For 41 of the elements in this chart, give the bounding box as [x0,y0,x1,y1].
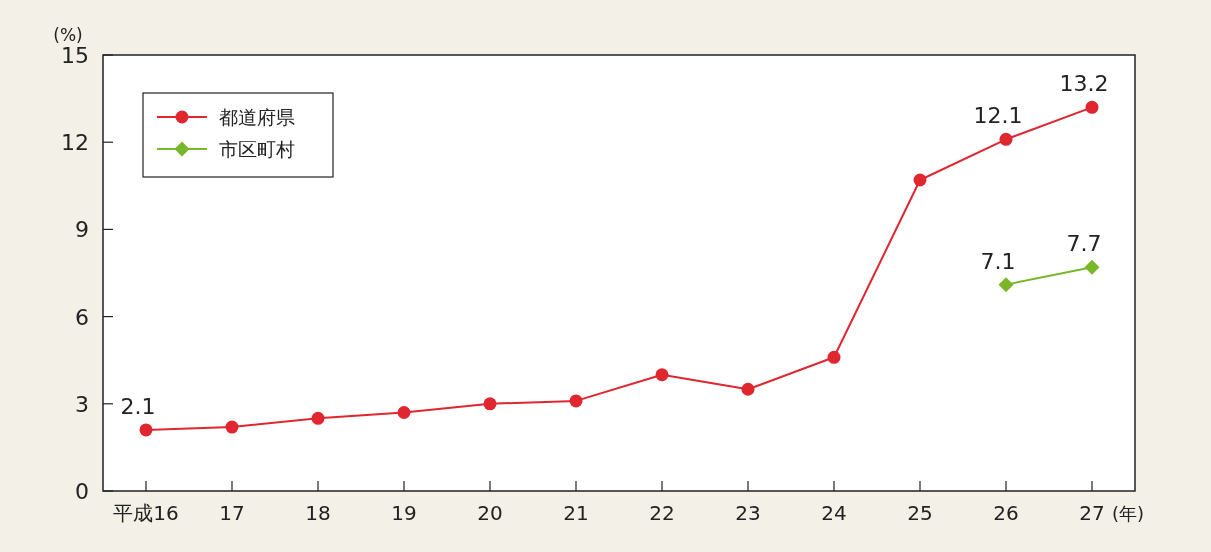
point [311,411,325,425]
x-tick-label: 20 [477,501,503,525]
point [827,350,841,364]
point [483,397,497,411]
point [139,423,153,437]
x-tick-label: 23 [735,501,761,525]
data-label: 12.1 [973,103,1023,129]
x-tick-label: 18 [305,501,331,525]
y-tick-label: 12 [61,130,89,156]
x-axis-title: (年) [1112,503,1145,524]
x-tick-label: 21 [563,501,589,525]
legend-label: 市区町村 [219,138,295,160]
y-axis-title: (%) [53,25,83,45]
point [741,382,755,396]
point [655,368,669,382]
y-tick-label: 9 [75,217,89,243]
point [1085,100,1099,114]
x-tick-label: 19 [391,501,417,525]
y-tick-label: 3 [75,391,89,417]
y-tick-label: 0 [75,479,89,504]
point [1084,259,1100,275]
point [999,132,1013,146]
x-tick-label: 22 [649,501,675,525]
legend-label: 都道府県 [219,106,295,128]
y-tick-label: 6 [75,304,89,330]
x-tick-label: 17 [219,501,245,525]
point [397,406,411,420]
data-label: 7.7 [1066,231,1102,257]
x-tick-label: 27 [1079,501,1105,525]
data-label: 13.2 [1059,71,1109,97]
point [569,394,583,408]
x-tick-label: 26 [993,501,1019,525]
x-tick-label: 24 [821,501,847,525]
point [225,420,239,434]
point [913,173,927,187]
x-tick-label: 25 [907,501,933,525]
data-label: 7.1 [980,248,1016,274]
point [998,277,1014,293]
y-tick-label: 15 [61,43,89,68]
x-tick-label: 平成16 [113,501,179,525]
data-label: 2.1 [120,393,156,419]
